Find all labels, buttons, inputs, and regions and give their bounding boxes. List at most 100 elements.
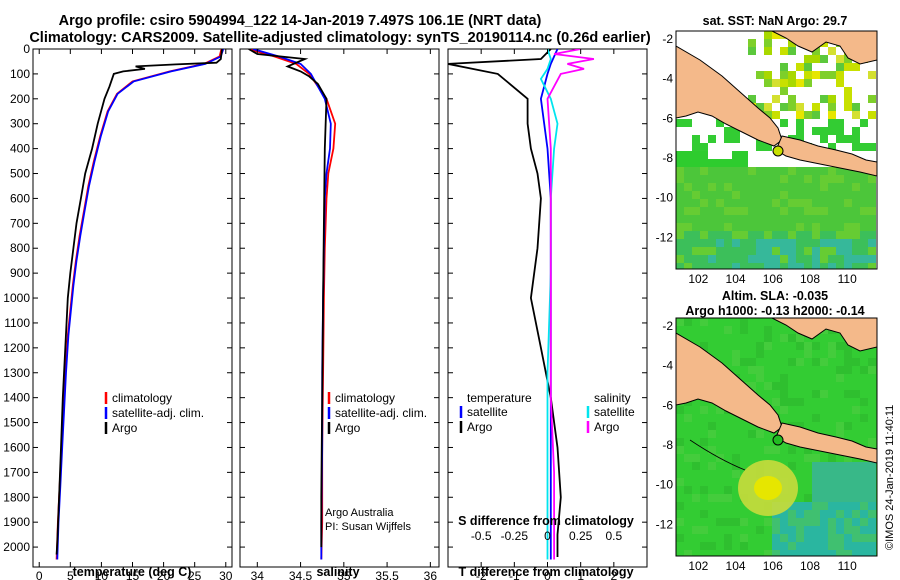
sst-cell — [716, 167, 724, 175]
sst-cell — [796, 119, 804, 127]
sst-cell — [732, 151, 740, 159]
sst-cell — [796, 215, 804, 223]
sla-cell — [844, 494, 852, 502]
legend-s-argo: Argo — [594, 420, 620, 434]
sst-cell — [788, 79, 796, 87]
sla-cell — [828, 494, 836, 502]
sla-cell — [860, 502, 868, 510]
sla-cell — [836, 366, 844, 374]
sst-cell — [796, 103, 804, 111]
sst-cell — [764, 223, 772, 231]
sla-cell — [676, 318, 684, 326]
sst-cell — [828, 207, 836, 215]
sst-cell — [748, 263, 756, 269]
sst-cell — [868, 71, 876, 79]
sst-cell — [860, 223, 868, 231]
sst-cell — [700, 223, 708, 231]
sst-cell — [772, 231, 780, 239]
sla-cell — [796, 510, 804, 518]
sst-cell — [716, 263, 724, 269]
legend-t-satellite: satellite — [467, 405, 508, 419]
legend-temperature-header: temperature — [467, 391, 532, 405]
y-tick-label: 600 — [10, 191, 30, 205]
sst-cell — [796, 175, 804, 183]
sst-cell — [836, 71, 844, 79]
sst-cell — [772, 223, 780, 231]
sst-cell — [716, 255, 724, 263]
sla-cell — [852, 518, 860, 526]
sla-cell — [700, 342, 708, 350]
sst-cell — [804, 183, 812, 191]
sla-cell — [796, 334, 804, 342]
sst-cell — [740, 151, 748, 159]
sst-cell — [804, 191, 812, 199]
x-tick-label: 35 — [337, 569, 351, 580]
sla-cell — [756, 342, 764, 350]
sst-cell — [796, 207, 804, 215]
sst-cell — [684, 199, 692, 207]
sst-cell — [828, 263, 836, 269]
sla-cell — [804, 446, 812, 454]
sst-cell — [860, 231, 868, 239]
sst-cell — [676, 199, 684, 207]
sst-cell — [860, 263, 868, 269]
sla-cell — [836, 478, 844, 486]
sla-cell — [676, 446, 684, 454]
sst-cell — [732, 127, 740, 135]
sst-cell — [740, 199, 748, 207]
sla-cell — [748, 382, 756, 390]
x-tick-label: 5 — [67, 569, 74, 580]
sst-cell — [836, 255, 844, 263]
sst-cell — [692, 247, 700, 255]
sst-cell — [844, 247, 852, 255]
sst-cell — [764, 183, 772, 191]
sst-cell — [772, 247, 780, 255]
sla-cell — [764, 342, 772, 350]
sst-cell — [692, 191, 700, 199]
sla-cell — [812, 550, 820, 556]
y-tick-label: 700 — [10, 216, 30, 230]
sla-cell — [788, 550, 796, 556]
sla-cell — [812, 462, 820, 470]
sst-cell — [684, 231, 692, 239]
sla-cell — [836, 422, 844, 430]
sst-cell — [724, 127, 732, 135]
sst-cell — [852, 183, 860, 191]
sla-cell — [756, 374, 764, 382]
sla-cell — [684, 318, 692, 326]
sla-cell — [820, 518, 828, 526]
sst-cell — [844, 175, 852, 183]
sla-cell — [844, 462, 852, 470]
sst-cell — [748, 175, 756, 183]
sst-cell — [700, 159, 708, 167]
sla-cell — [820, 494, 828, 502]
sst-cell — [796, 127, 804, 135]
sst-cell — [708, 135, 716, 143]
sst-cell — [828, 175, 836, 183]
y-tick-label: 900 — [10, 266, 30, 280]
sst-cell — [684, 167, 692, 175]
sst-cell — [756, 255, 764, 263]
sst-cell — [748, 255, 756, 263]
sst-cell — [836, 175, 844, 183]
sst-cell — [692, 175, 700, 183]
sst-cell — [756, 223, 764, 231]
sst-cell — [804, 263, 812, 269]
sst-cell — [868, 143, 876, 151]
sla-cell — [868, 510, 876, 518]
sst-cell — [788, 71, 796, 79]
map-x-tick-label: 106 — [763, 272, 783, 286]
sla-cell — [708, 542, 716, 550]
sst-cell — [820, 247, 828, 255]
sst-cell — [820, 175, 828, 183]
sla-cell — [780, 382, 788, 390]
sla-cell — [828, 542, 836, 550]
sst-cell — [676, 223, 684, 231]
sla-cell — [852, 358, 860, 366]
sst-cell — [852, 191, 860, 199]
sst-cell — [756, 143, 764, 151]
sst-cell — [780, 255, 788, 263]
y-tick-label: 1900 — [3, 515, 30, 529]
sla-cell — [844, 510, 852, 518]
sst-cell — [764, 103, 772, 111]
